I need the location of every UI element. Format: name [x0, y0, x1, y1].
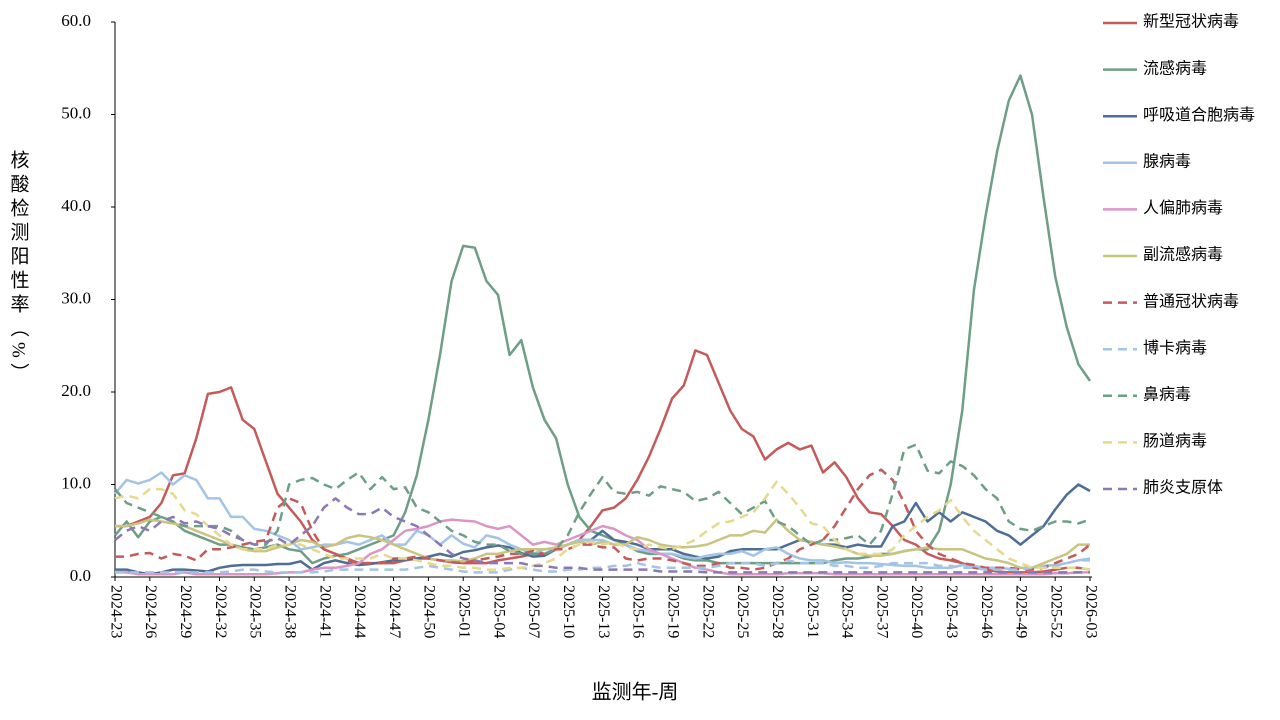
legend-label: 副流感病毒: [1143, 246, 1223, 264]
series-line: [114, 471, 1091, 570]
series-line: [115, 483, 1091, 576]
series-line: [114, 480, 1091, 571]
series-line: [114, 443, 1091, 556]
legend-label: 腺病毒: [1143, 152, 1191, 170]
series-line: [115, 468, 1091, 571]
x-tick-label: 2025-37: [873, 585, 890, 638]
series-line: [115, 518, 1090, 576]
x-tick-label: 2026-03: [1082, 585, 1099, 638]
y-tick-label: 50.0: [61, 103, 91, 122]
x-tick-label: 2024-41: [316, 585, 333, 638]
series-line: [115, 349, 1091, 574]
x-tick-label: 2024-47: [386, 585, 403, 638]
x-tick-label: 2025-13: [595, 585, 612, 638]
x-tick-label: 2024-29: [177, 585, 194, 638]
legend-label: 博卡病毒: [1143, 339, 1207, 357]
x-tick-label: 2025-19: [664, 585, 681, 638]
series-line: [114, 497, 1090, 574]
x-tick-label: 2025-04: [490, 585, 507, 638]
x-tick-label: 2025-31: [804, 585, 821, 638]
y-axis-label: 核酸检测阳性率（%）: [8, 150, 30, 387]
x-tick-label: 2025-25: [734, 585, 751, 638]
legend-label: 普通冠状病毒: [1143, 292, 1239, 310]
series-line: [115, 518, 1090, 570]
x-tick-label: 2024-35: [247, 585, 264, 638]
legend-label: 肺炎支原体: [1143, 479, 1223, 497]
x-tick-label: 2025-49: [1013, 585, 1030, 638]
x-tick-label: 2025-43: [943, 585, 960, 638]
x-tick-label: 2024-26: [142, 585, 159, 638]
x-tick-label: 2025-10: [560, 585, 577, 638]
x-tick-label: 2024-32: [212, 585, 229, 638]
legend-label: 肠道病毒: [1143, 432, 1207, 450]
x-tick-label: 2024-50: [421, 585, 438, 638]
x-tick-label: 2025-46: [978, 585, 995, 638]
x-tick-label: 2025-22: [699, 585, 716, 638]
series-line: [115, 559, 1090, 574]
series-line: [114, 74, 1092, 565]
y-tick-label: 60.0: [61, 11, 91, 30]
legend-label: 流感病毒: [1143, 59, 1207, 77]
x-tick-label: 2024-44: [351, 585, 368, 638]
x-tick-label: 2025-16: [630, 585, 647, 638]
y-tick-label: 20.0: [61, 381, 91, 400]
x-axis-label: 监测年-周: [592, 681, 679, 704]
y-tick-label: 0.0: [70, 566, 91, 585]
legend-label: 新型冠状病毒: [1143, 13, 1239, 31]
x-tick-label: 2025-34: [839, 585, 856, 638]
y-tick-label: 10.0: [61, 473, 91, 492]
x-tick-label: 2025-52: [1048, 585, 1065, 638]
y-tick-label: 40.0: [61, 196, 91, 215]
x-tick-label: 2025-01: [456, 585, 473, 638]
y-tick-label: 30.0: [61, 288, 91, 307]
x-tick-label: 2025-07: [525, 585, 542, 638]
legend-label: 鼻病毒: [1143, 385, 1191, 403]
x-tick-label: 2025-40: [908, 585, 925, 638]
x-tick-label: 2024-38: [281, 585, 298, 638]
x-tick-label: 2025-28: [769, 585, 786, 638]
x-tick-label: 2024-23: [107, 585, 124, 638]
legend-label: 人偏肺病毒: [1143, 199, 1223, 217]
legend-label: 呼吸道合胞病毒: [1143, 106, 1255, 124]
